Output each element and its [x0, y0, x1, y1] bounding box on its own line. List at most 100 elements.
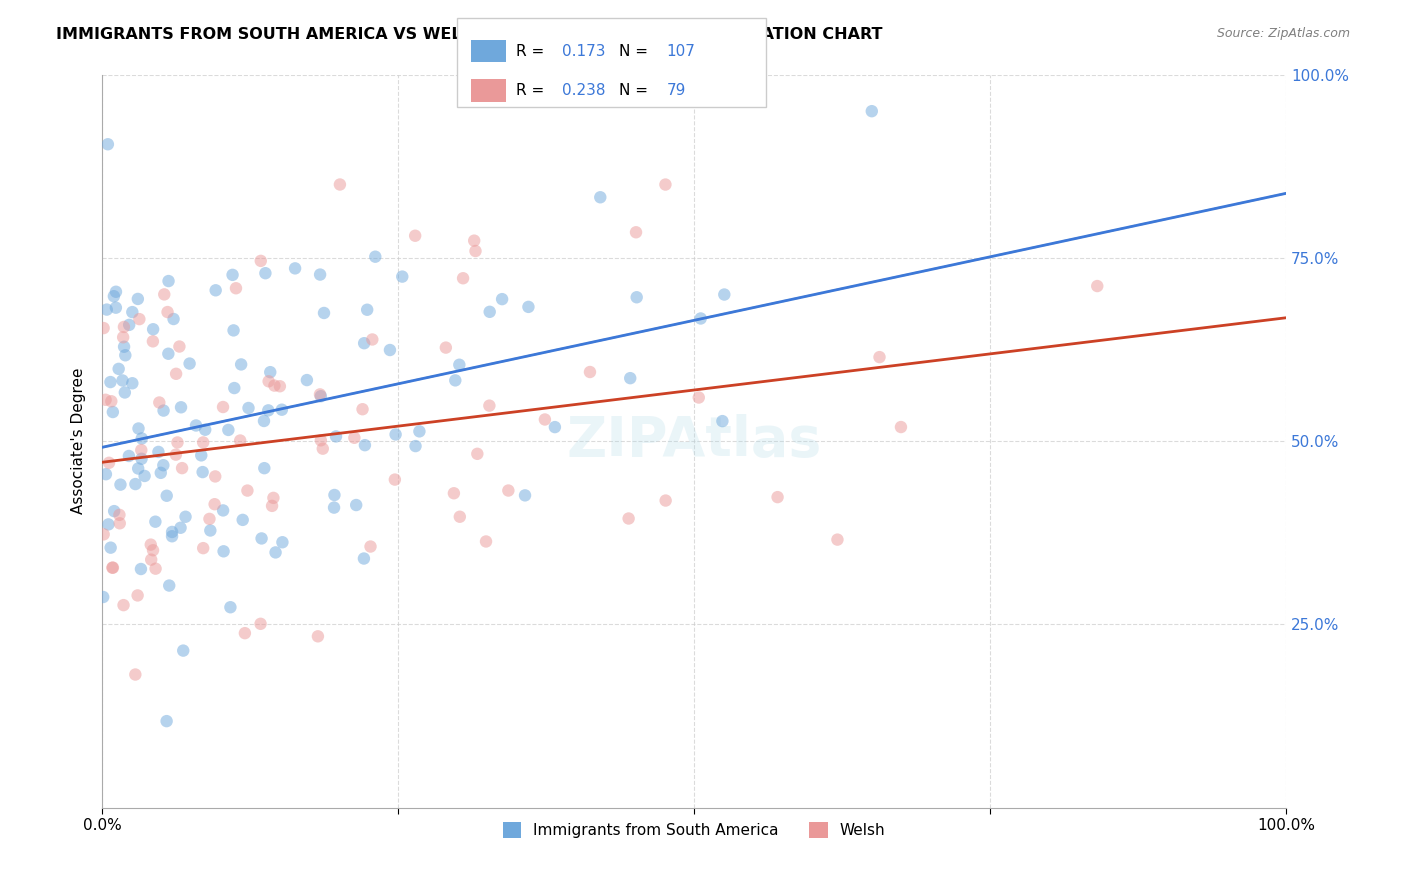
Point	[253, 414, 276, 428]
Point	[110, 477, 132, 491]
Point	[654, 493, 676, 508]
Text: 79: 79	[666, 84, 686, 98]
Point	[169, 521, 191, 535]
Point	[890, 420, 912, 434]
Point	[157, 578, 180, 592]
Point	[108, 516, 131, 531]
Point	[869, 350, 891, 364]
Point	[204, 497, 226, 511]
Point	[212, 503, 235, 517]
Point	[860, 104, 883, 119]
Point	[128, 421, 150, 435]
Point	[404, 228, 426, 243]
Point	[104, 285, 127, 299]
Point	[174, 509, 197, 524]
Point	[184, 418, 207, 433]
Point	[766, 490, 789, 504]
Point	[191, 435, 214, 450]
Point	[619, 371, 641, 385]
Text: N =: N =	[619, 84, 652, 98]
Point	[434, 341, 457, 355]
Point	[101, 405, 124, 419]
Point	[169, 339, 191, 353]
Point	[344, 498, 367, 512]
Point	[263, 378, 285, 392]
Point	[233, 626, 256, 640]
Point	[257, 374, 280, 388]
Text: Source: ZipAtlas.com: Source: ZipAtlas.com	[1216, 27, 1350, 40]
Point	[384, 473, 406, 487]
Point	[166, 435, 188, 450]
Point	[98, 456, 121, 470]
Point	[152, 458, 174, 473]
Point	[295, 373, 318, 387]
Point	[451, 271, 474, 285]
Point	[127, 292, 149, 306]
Point	[124, 667, 146, 681]
Point	[101, 560, 124, 574]
Point	[160, 529, 183, 543]
Point	[112, 598, 135, 612]
Point	[142, 543, 165, 558]
Point	[343, 431, 366, 445]
Point	[191, 465, 214, 479]
Point	[231, 358, 253, 372]
Point	[238, 401, 260, 415]
Point	[262, 491, 284, 505]
Point	[249, 616, 271, 631]
Point	[100, 375, 122, 389]
Point	[156, 714, 179, 728]
Point	[323, 488, 346, 502]
Point	[97, 137, 120, 152]
Point	[264, 545, 287, 559]
Point	[107, 362, 129, 376]
Point	[361, 333, 384, 347]
Point	[232, 513, 254, 527]
Point	[257, 403, 280, 417]
Point	[198, 512, 221, 526]
Point	[217, 423, 239, 437]
Point	[127, 589, 149, 603]
Point	[93, 527, 115, 541]
Point	[145, 515, 167, 529]
Point	[478, 399, 501, 413]
Point	[114, 348, 136, 362]
Point	[179, 357, 201, 371]
Point	[165, 448, 187, 462]
Point	[139, 538, 162, 552]
Point	[260, 499, 283, 513]
Point	[464, 244, 486, 258]
Point	[101, 560, 124, 574]
Point	[121, 305, 143, 319]
Point	[104, 301, 127, 315]
Point	[97, 517, 120, 532]
Legend: Immigrants from South America, Welsh: Immigrants from South America, Welsh	[496, 816, 891, 844]
Point	[579, 365, 602, 379]
Text: 107: 107	[666, 45, 696, 59]
Point	[129, 562, 152, 576]
Point	[711, 414, 734, 428]
Point	[112, 320, 135, 334]
Point	[100, 394, 122, 409]
Point	[142, 334, 165, 349]
Text: N =: N =	[619, 45, 652, 59]
Point	[654, 178, 676, 192]
Point	[118, 449, 141, 463]
Point	[254, 266, 277, 280]
Point	[544, 420, 567, 434]
Text: IMMIGRANTS FROM SOUTH AMERICA VS WELSH ASSOCIATE'S DEGREE CORRELATION CHART: IMMIGRANTS FROM SOUTH AMERICA VS WELSH A…	[56, 27, 883, 42]
Point	[353, 551, 375, 566]
Point	[443, 486, 465, 500]
Point	[212, 400, 235, 414]
Point	[498, 483, 520, 498]
Point	[156, 489, 179, 503]
Point	[190, 448, 212, 462]
Text: 0.238: 0.238	[562, 84, 606, 98]
Point	[444, 373, 467, 387]
Point	[354, 438, 377, 452]
Point	[617, 511, 640, 525]
Point	[356, 302, 378, 317]
Point	[112, 330, 135, 344]
Point	[172, 643, 194, 657]
Point	[121, 376, 143, 391]
